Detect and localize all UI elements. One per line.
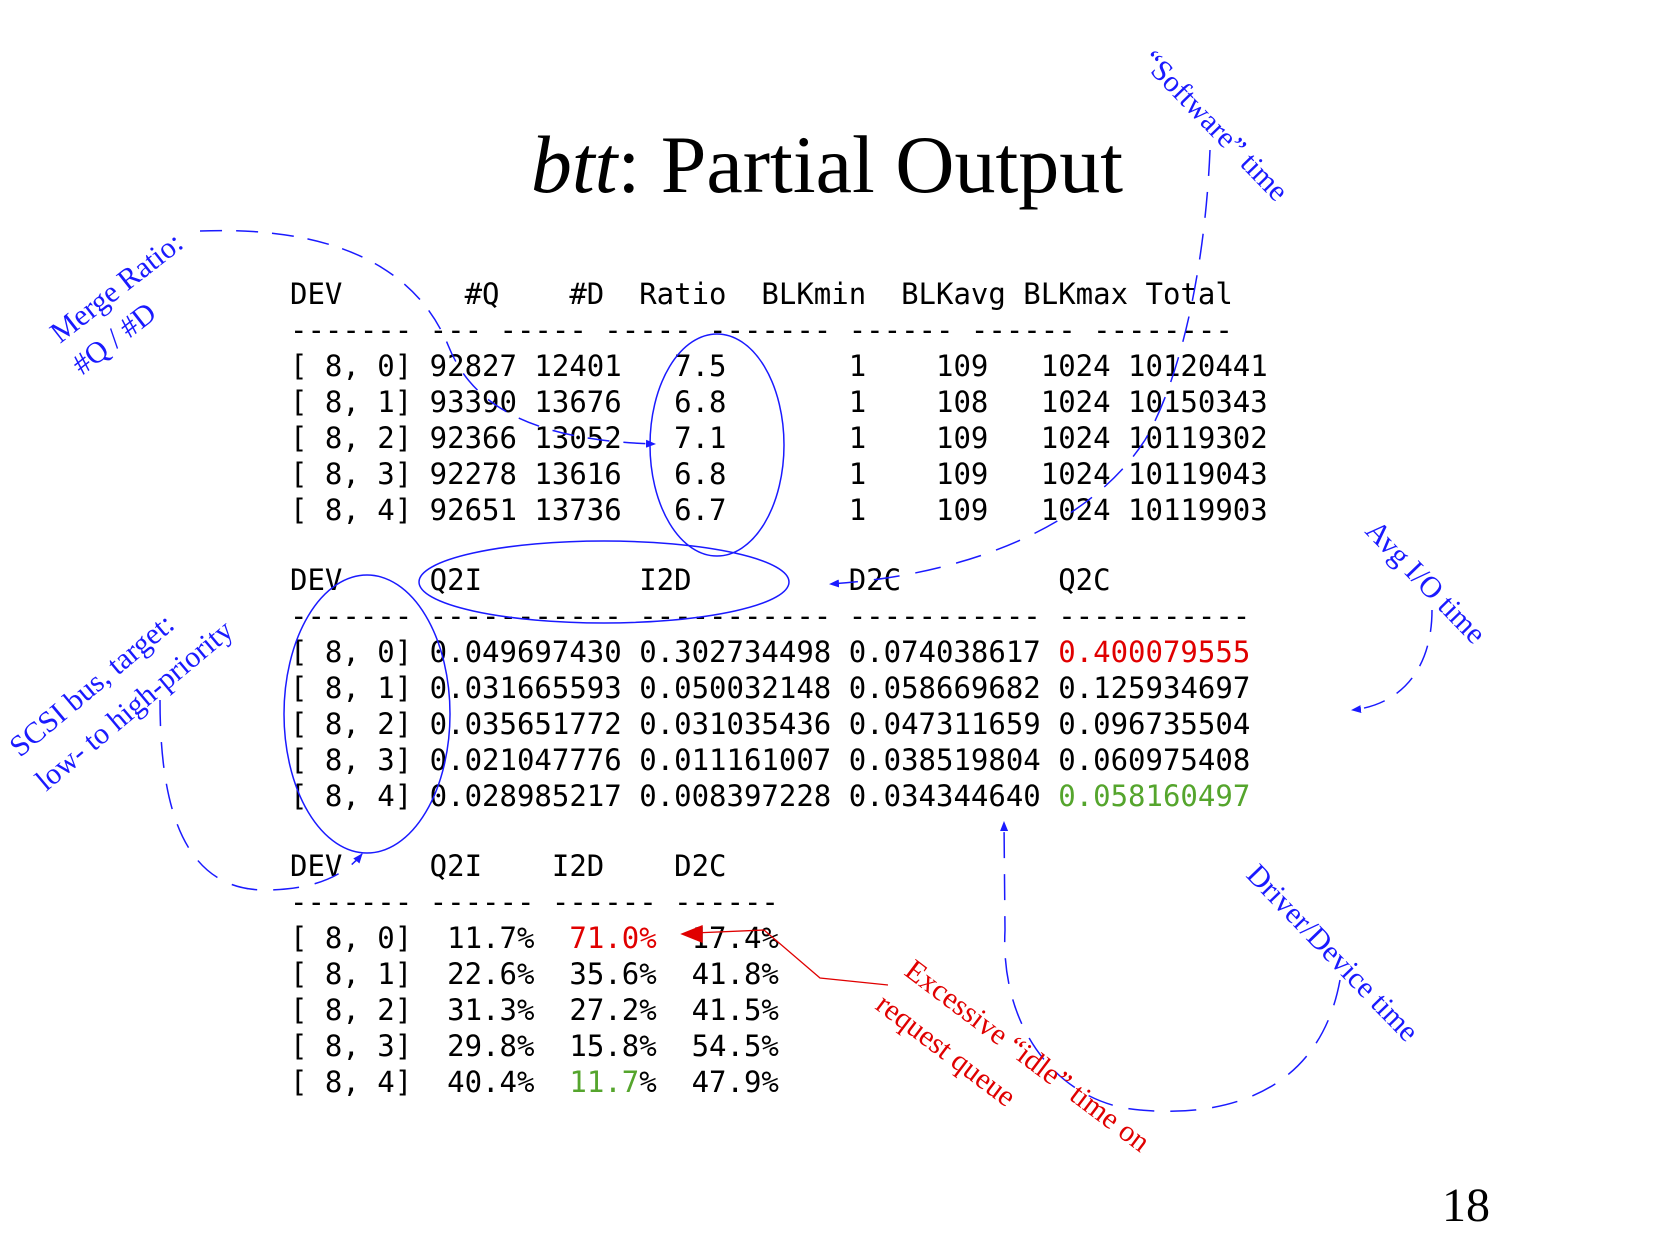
q2i-cell: 40.4% xyxy=(412,1065,535,1099)
row-values: [ 8, 4] 0.028985217 0.008397228 0.034344… xyxy=(290,779,1059,813)
dev-cell: [ 8, 3] xyxy=(290,1029,413,1063)
row-values: [ 8, 1] 0.031665593 0.050032148 0.058669… xyxy=(290,671,1059,705)
d2c-cell: 41.5% xyxy=(656,993,779,1027)
i2d-percent: % xyxy=(639,957,657,991)
q2i-cell: 29.8% xyxy=(412,1029,535,1063)
ratio-column-ellipse xyxy=(649,333,785,557)
dev-cell: [ 8, 4] xyxy=(290,1065,413,1099)
q2c-value: 0.400079555 xyxy=(1058,635,1251,669)
q2c-value: 0.058160497 xyxy=(1058,779,1251,813)
dev-cell: [ 8, 0] xyxy=(290,921,413,955)
table-row: [ 8, 3] 29.8% 15.8% 54.5% xyxy=(290,1028,779,1064)
slide-title: btt: Partial Output xyxy=(0,118,1654,212)
i2d-value: 35.6 xyxy=(569,957,640,991)
title-italic: btt xyxy=(530,119,618,210)
page-number: 18 xyxy=(1442,1179,1490,1232)
d2c-cell: 54.5% xyxy=(656,1029,779,1063)
table-row: [ 8, 3] 0.021047776 0.011161007 0.038519… xyxy=(290,742,1250,778)
table-row: [ 8, 2] 0.035651772 0.031035436 0.047311… xyxy=(290,706,1250,742)
i2d-value: 15.8 xyxy=(569,1029,640,1063)
i2d-percent: % xyxy=(639,1029,657,1063)
table-row: [ 8, 1] 0.031665593 0.050032148 0.058669… xyxy=(290,670,1250,706)
table-row: [ 8, 4] 0.028985217 0.008397228 0.034344… xyxy=(290,778,1250,814)
avg-io-time-label: Avg I/O time xyxy=(1359,514,1492,650)
avg-io-time-arrow xyxy=(1351,609,1433,714)
q2i-cell: 22.6% xyxy=(412,957,535,991)
driver-device-time-label: Driver/Device time xyxy=(1240,858,1425,1048)
table-header: DEV Q2I I2D D2C Q2C xyxy=(290,563,1111,597)
i2d-percent: % xyxy=(639,921,657,955)
table-header: DEV #Q #D Ratio BLKmin BLKavg BLKmax Tot… xyxy=(290,277,1233,311)
dev-cell: [ 8, 2] xyxy=(290,993,413,1027)
merge-ratio-arrow xyxy=(199,229,656,448)
row-values: [ 8, 2] 0.035651772 0.031035436 0.047311… xyxy=(290,707,1059,741)
table-separator: ------- ----------- ----------- --------… xyxy=(290,599,1251,633)
table-row: [ 8, 3] 92278 13616 6.8 1 109 1024 10119… xyxy=(290,457,1268,491)
dev-column-ellipse xyxy=(283,574,451,854)
table-row: [ 8, 2] 92366 13052 7.1 1 109 1024 10119… xyxy=(290,421,1268,455)
q2c-value: 0.125934697 xyxy=(1058,671,1251,705)
i2d-percent: % xyxy=(639,993,657,1027)
table-header: DEV Q2I I2D D2C xyxy=(290,849,727,883)
d2c-cell: 17.4% xyxy=(656,921,779,955)
dev-cell: [ 8, 1] xyxy=(290,957,413,991)
table-separator: ------- ------ ------ ------ xyxy=(290,885,779,919)
software-time-label: “Software” time xyxy=(1135,44,1295,208)
i2d-value: 71.0 xyxy=(569,921,640,955)
merge-table: DEV #Q #D Ratio BLKmin BLKavg BLKmax Tot… xyxy=(290,276,1268,528)
table-row: [ 8, 0] 92827 12401 7.5 1 109 1024 10120… xyxy=(290,349,1268,383)
excessive-idle-arrow xyxy=(693,929,889,986)
table-row: [ 8, 4] 92651 13736 6.7 1 109 1024 10119… xyxy=(290,493,1268,527)
table-row: [ 8, 0] 0.049697430 0.302734498 0.074038… xyxy=(290,634,1250,670)
table-separator: ------- --- ----- ----- ------- ------ -… xyxy=(290,313,1233,347)
q2i-cell: 11.7% xyxy=(412,921,535,955)
driver-device-time-arrow xyxy=(1000,821,1341,1113)
i2d-percent: % xyxy=(639,1065,657,1099)
percentage-table: DEV Q2I I2D D2C ------- ------ ------ ---… xyxy=(290,848,779,1100)
table-row: [ 8, 1] 93390 13676 6.8 1 108 1024 10150… xyxy=(290,385,1268,419)
table-row: [ 8, 1] 22.6% 35.6% 41.8% xyxy=(290,956,779,992)
software-time-arrow xyxy=(829,149,1211,588)
row-values: [ 8, 0] 0.049697430 0.302734498 0.074038… xyxy=(290,635,1059,669)
d2c-cell: 41.8% xyxy=(656,957,779,991)
q2c-value: 0.060975408 xyxy=(1058,743,1251,777)
table-row: [ 8, 2] 31.3% 27.2% 41.5% xyxy=(290,992,779,1028)
table-row: [ 8, 0] 11.7% 71.0% 17.4% xyxy=(290,920,779,956)
latency-table: DEV Q2I I2D D2C Q2C ------- ----------- -… xyxy=(290,562,1250,814)
d2c-cell: 47.9% xyxy=(656,1065,779,1099)
excessive-idle-arrowhead xyxy=(680,925,703,943)
i2d-value: 11.7 xyxy=(569,1065,640,1099)
i2d-value: 27.2 xyxy=(569,993,640,1027)
scsi-arrow xyxy=(159,699,363,891)
title-rest: : Partial Output xyxy=(617,119,1124,210)
q2i-i2d-header-ellipse xyxy=(418,540,790,624)
q2i-cell: 31.3% xyxy=(412,993,535,1027)
q2c-value: 0.096735504 xyxy=(1058,707,1251,741)
table-row: [ 8, 4] 40.4% 11.7% 47.9% xyxy=(290,1064,779,1100)
row-values: [ 8, 3] 0.021047776 0.011161007 0.038519… xyxy=(290,743,1059,777)
